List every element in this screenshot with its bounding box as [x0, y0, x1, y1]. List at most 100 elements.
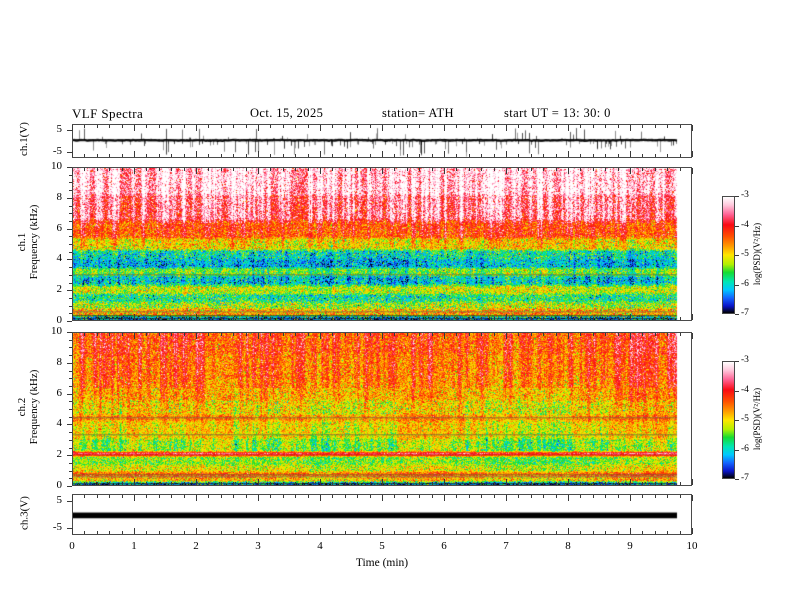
ch1-spectrogram-x-major-tick [72, 168, 73, 174]
ch3-waveform-x-minor-tick [605, 495, 606, 498]
ch2-spectrogram-x-major-tick [382, 333, 383, 339]
ch1-waveform-x-minor-tick [122, 154, 123, 157]
ch1-spectrogram-x-major-tick [258, 314, 259, 320]
ch2-spectrogram-x-minor-tick [221, 482, 222, 485]
ch2-spectrogram-y-minor-tick [69, 440, 72, 441]
ch3-waveform-x-minor-tick [531, 531, 532, 534]
ch1-spectrogram-x-minor-tick [593, 168, 594, 171]
ch1-waveform-x-major-tick [630, 151, 631, 157]
ch3-waveform-x-minor-tick [109, 531, 110, 534]
ch1-waveform-x-minor-tick [171, 125, 172, 128]
ch3-waveform-y-tick [67, 501, 72, 502]
ch1-spectrogram-x-minor-tick [283, 317, 284, 320]
ch1-spectrogram-y-minor-tick [69, 236, 72, 237]
ch3-waveform-x-minor-tick [308, 495, 309, 498]
ch1-waveform-x-major-tick [258, 151, 259, 157]
ch2-spectrogram-x-major-tick [692, 479, 693, 485]
ch1-spectrogram-x-minor-tick [84, 168, 85, 171]
ch2-spectrogram-x-minor-tick [618, 482, 619, 485]
ch1-spectrogram-x-major-tick [692, 168, 693, 174]
ch1-waveform-x-major-tick [692, 125, 693, 131]
ch1-waveform-x-major-tick [506, 125, 507, 131]
ch1-spectrogram-x-minor-tick [109, 168, 110, 171]
x-tick-label: 1 [131, 540, 137, 552]
ch3-waveform-x-minor-tick [518, 531, 519, 534]
ch3-waveform-x-minor-tick [407, 495, 408, 498]
ch3-waveform-x-minor-tick [122, 495, 123, 498]
ch2-spectrogram-x-major-tick [196, 479, 197, 485]
ch1-spectrogram-x-major-tick [382, 168, 383, 174]
ch1-spectrogram-x-major-tick [630, 314, 631, 320]
ch1-waveform-x-major-tick [444, 125, 445, 131]
ch3-waveform-x-minor-tick [283, 531, 284, 534]
ch2-spectrogram-x-major-tick [320, 333, 321, 339]
ch2-spectrogram-x-major-tick [196, 333, 197, 339]
ch1-spectrogram-y-tick [67, 259, 72, 260]
ch1-spectrogram-x-minor-tick [208, 168, 209, 171]
ch2-spectrogram-x-minor-tick [394, 333, 395, 336]
ch2-spectrogram-x-minor-tick [109, 482, 110, 485]
ch1-waveform-x-minor-tick [518, 154, 519, 157]
ch3-waveform-x-minor-tick [481, 495, 482, 498]
ch3-waveform-x-minor-tick [283, 495, 284, 498]
ch3-waveform-x-minor-tick [419, 531, 420, 534]
ch1-waveform-x-major-tick [72, 125, 73, 131]
ch3-waveform-x-major-tick [258, 495, 259, 501]
x-axis-label: Time (min) [355, 557, 409, 569]
ch1-spectrogram-y-tick-label: 8 [56, 190, 63, 203]
ch3-waveform-x-minor-tick [394, 495, 395, 498]
ch3-waveform-x-minor-tick [332, 495, 333, 498]
colorbar-ch2 [722, 361, 735, 479]
ch3-waveform-x-minor-tick [295, 495, 296, 498]
ch1-waveform-x-minor-tick [680, 154, 681, 157]
ch2-spectrogram-x-minor-tick [109, 333, 110, 336]
ch3-waveform-x-minor-tick [221, 531, 222, 534]
ch2-spectrogram-x-minor-tick [233, 482, 234, 485]
ch1-spectrogram-x-major-tick [444, 314, 445, 320]
ch1-spectrogram-x-minor-tick [469, 168, 470, 171]
ch3-waveform-x-minor-tick [308, 531, 309, 534]
ch2-spectrogram-y-tick-label: 6 [56, 386, 63, 399]
ch2-spectrogram-x-minor-tick [531, 482, 532, 485]
ch3-waveform-canvas [73, 495, 691, 534]
ch1-waveform-x-minor-tick [357, 154, 358, 157]
ch1-spectrogram-x-minor-tick [394, 168, 395, 171]
ch1-spectrogram-x-minor-tick [246, 168, 247, 171]
ch1-spectrogram-x-minor-tick [655, 317, 656, 320]
ch1-waveform-x-minor-tick [518, 125, 519, 128]
colorbar-ch2-tick [735, 450, 739, 451]
ch1-waveform-x-minor-tick [295, 125, 296, 128]
ch1-waveform-x-minor-tick [667, 125, 668, 128]
ch1-waveform-x-major-tick [320, 125, 321, 131]
ch1-waveform-x-minor-tick [556, 125, 557, 128]
ch1-waveform-x-major-tick [134, 125, 135, 131]
ch2-spectrogram-plot-area [72, 332, 692, 486]
ch3-waveform-x-minor-tick [618, 531, 619, 534]
ch1-waveform-x-minor-tick [295, 154, 296, 157]
ch2-spectrogram-x-minor-tick [246, 482, 247, 485]
colorbar-ch2-tick [735, 420, 739, 421]
ch1-spectrogram-x-minor-tick [456, 168, 457, 171]
ch2-spectrogram-x-minor-tick [469, 482, 470, 485]
ch2-spectrogram-x-minor-tick [618, 333, 619, 336]
ch1-spectrogram-y-minor-tick [69, 283, 72, 284]
ch3-waveform-x-minor-tick [221, 495, 222, 498]
ch1-spectrogram-y-minor-tick [69, 244, 72, 245]
ch2-spectrogram-y-minor-tick [69, 378, 72, 379]
ch1-waveform-x-minor-tick [146, 154, 147, 157]
ch3-waveform-x-minor-tick [295, 531, 296, 534]
ch2-spectrogram-x-minor-tick [481, 333, 482, 336]
colorbar-ch1-tick [735, 196, 739, 197]
ch3-waveform-x-minor-tick [593, 495, 594, 498]
ch1-waveform-x-minor-tick [159, 154, 160, 157]
ch1-waveform-x-minor-tick [531, 125, 532, 128]
ch1-spectrogram-x-minor-tick [370, 168, 371, 171]
ch3-waveform-x-minor-tick [655, 531, 656, 534]
ch2-spectrogram-x-minor-tick [605, 482, 606, 485]
ch3-waveform-x-minor-tick [543, 495, 544, 498]
ch2-spectrogram-y-minor-tick [69, 471, 72, 472]
ch2-spectrogram-x-minor-tick [518, 482, 519, 485]
ch1-spectrogram-x-minor-tick [432, 168, 433, 171]
ch1-waveform-x-minor-tick [605, 154, 606, 157]
figure-title: VLF Spectra [72, 106, 144, 121]
